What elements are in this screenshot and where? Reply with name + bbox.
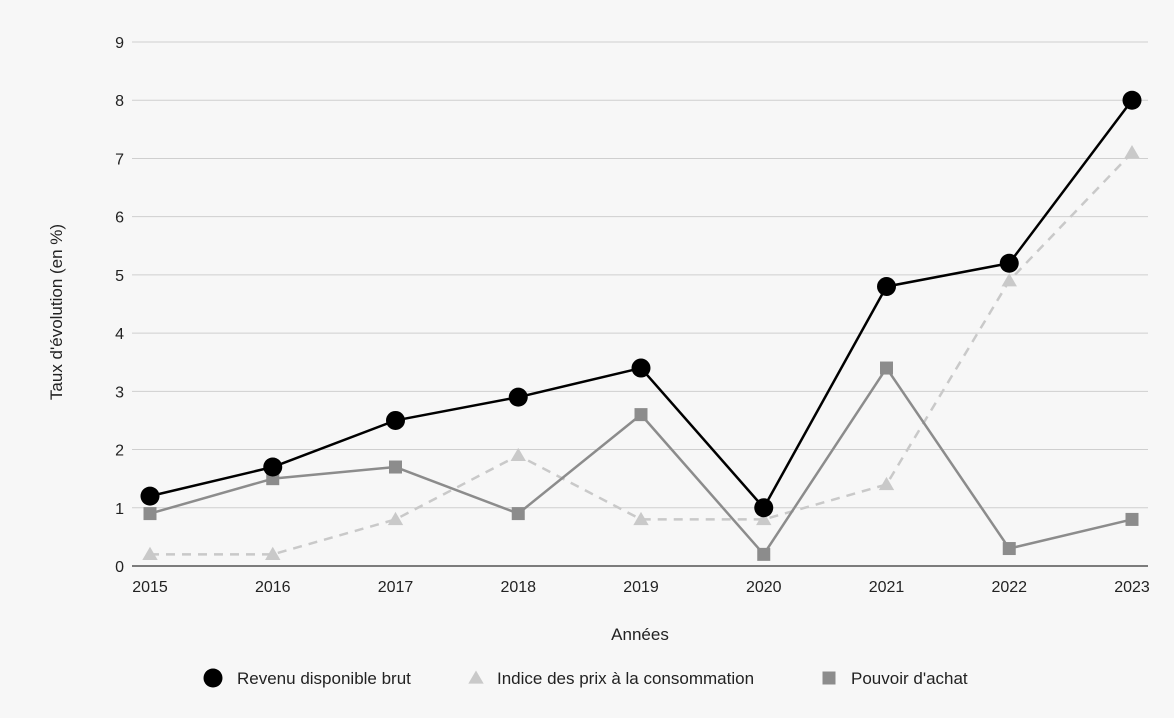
gridlines [132, 41, 1148, 567]
x-tick-label: 2021 [869, 579, 905, 596]
y-tick-label: 7 [115, 151, 124, 168]
x-tick-label: 2017 [378, 579, 414, 596]
legend: Revenu disponible brut Indice des prix à … [203, 668, 968, 688]
data-point [633, 511, 649, 526]
data-point [386, 410, 405, 430]
data-point [508, 387, 528, 407]
legend-item: Pouvoir d'achat [822, 669, 968, 688]
series-line [149, 99, 1133, 510]
data-point [634, 408, 648, 422]
x-tick-label: 2023 [1114, 579, 1150, 596]
series-triangle [142, 145, 1140, 561]
series-line [150, 151, 1133, 556]
data-point [878, 476, 895, 491]
legend-marker [468, 670, 484, 684]
data-point [877, 277, 896, 297]
y-tick-label: 0 [115, 559, 124, 576]
legend-label: Revenu disponible brut [237, 669, 411, 688]
x-tick-label: 2016 [255, 579, 291, 596]
data-point [389, 460, 402, 474]
x-tick-label: 2022 [991, 579, 1027, 596]
data-point [631, 358, 651, 378]
x-tick-label: 2015 [132, 579, 168, 596]
data-point [756, 511, 772, 526]
data-point [263, 457, 283, 477]
data-point [880, 361, 893, 375]
series-square [143, 361, 1139, 561]
data-point [387, 511, 404, 526]
legend-item: Revenu disponible brut [203, 668, 411, 688]
y-tick-label: 5 [115, 268, 124, 285]
data-point [1002, 542, 1016, 556]
legend-item: Indice des prix à la consommation [468, 669, 754, 688]
data-point [1124, 145, 1140, 159]
data-point [754, 498, 774, 518]
data-point [1001, 273, 1017, 287]
y-tick-label: 2 [115, 443, 124, 460]
y-tick-label: 3 [115, 384, 124, 401]
data-point [142, 546, 158, 561]
x-tick-label: 2019 [623, 579, 659, 596]
data-point [1122, 90, 1142, 110]
y-tick-label: 1 [115, 501, 124, 518]
y-tick-label: 4 [115, 326, 124, 343]
legend-marker [203, 668, 223, 688]
series-layer [140, 90, 1142, 561]
legend-label: Indice des prix à la consommation [497, 669, 754, 688]
x-tick-label: 2018 [500, 579, 536, 596]
data-point [265, 546, 281, 561]
legend-label: Pouvoir d'achat [851, 669, 968, 688]
series-circle [140, 90, 1142, 518]
data-point [140, 486, 160, 506]
data-point [511, 507, 525, 521]
data-point [757, 547, 771, 561]
y-tick-label: 8 [115, 93, 124, 110]
axes: 0 1 2 3 4 5 6 7 8 9 2015 2016 2017 2018 2019 2020 2021 20… [115, 35, 1150, 596]
data-point [510, 447, 526, 462]
y-tick-label: 6 [115, 210, 124, 227]
legend-marker [822, 671, 836, 685]
data-point [143, 507, 157, 521]
y-axis-title: Taux d'évolution (en %) [47, 224, 66, 400]
y-tick-label: 9 [115, 35, 124, 52]
series-line [149, 366, 1133, 556]
data-point [999, 253, 1019, 273]
data-point [1125, 512, 1139, 526]
x-tick-label: 2020 [746, 579, 782, 596]
x-axis-title: Années [611, 625, 669, 644]
